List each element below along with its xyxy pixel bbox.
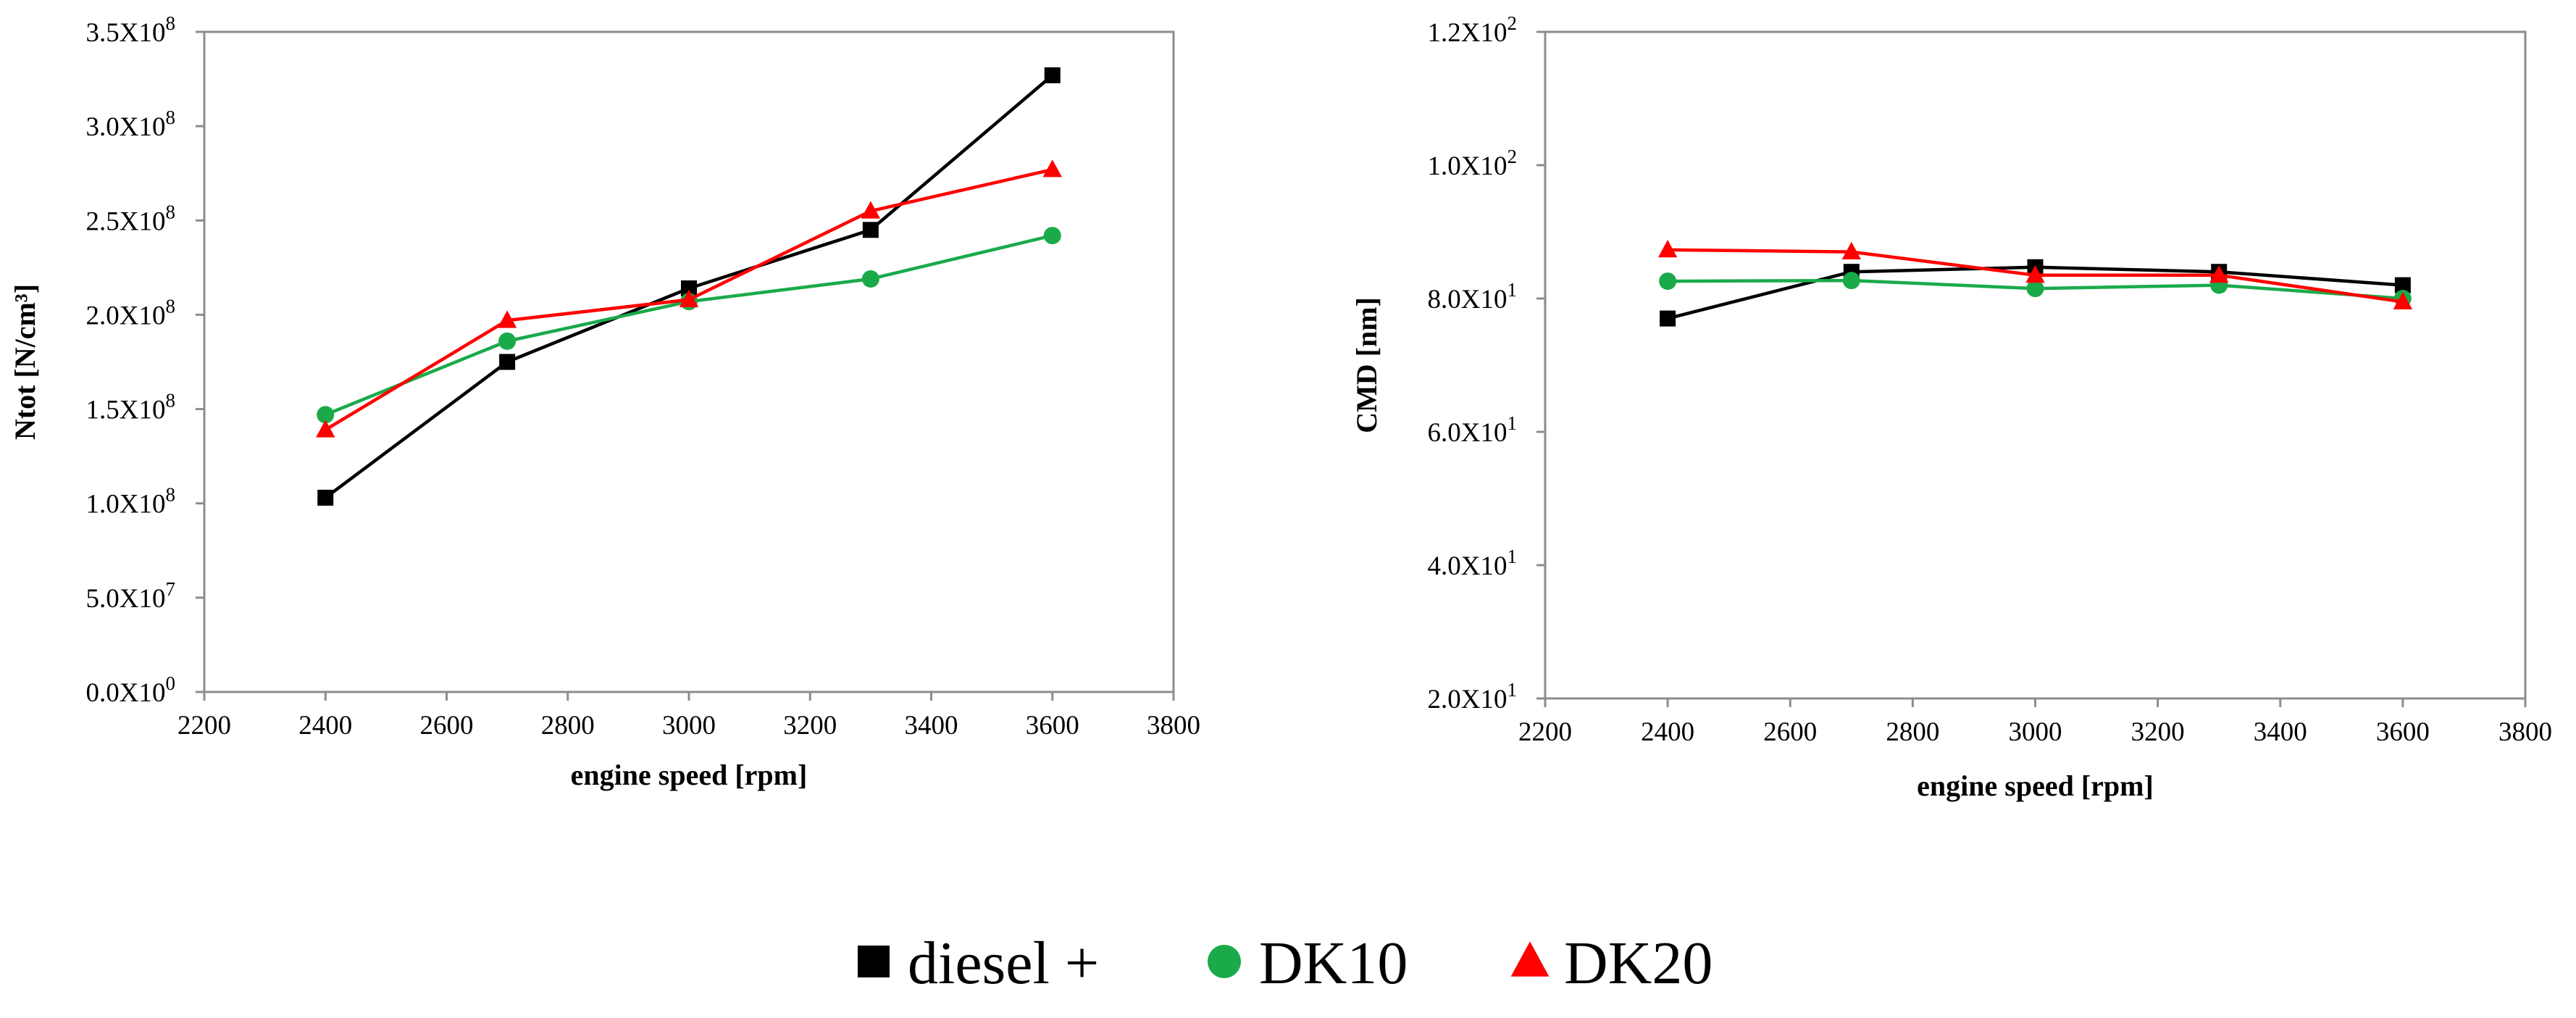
ntot-y-tick-label: 3.5X108: [86, 12, 175, 48]
ntot-data-point-dk20: [861, 201, 881, 219]
ntot-y-tick-label: 0.0X100: [86, 672, 175, 708]
cmd-x-tick-label: 3600: [2376, 717, 2430, 747]
ntot-y-tick-label: 2.0X108: [86, 295, 175, 330]
legend-label-diesel: diesel +: [908, 930, 1099, 997]
ntot-plot-frame: [203, 30, 1175, 693]
cmd-x-tick-label: 3000: [2009, 717, 2062, 747]
cmd-data-point-dk20: [2209, 264, 2229, 283]
cmd-data-point-dk20: [1841, 241, 1862, 259]
ntot-y-tick-label: 2.5X108: [86, 201, 175, 236]
chart-cmd: 2200 2400 2600 2800 3000 3200 3400 3600 3800 2.0X…: [1350, 12, 2552, 802]
cmd-y-axis-title: CMD [nm]: [1350, 297, 1383, 433]
cmd-data-point-dk20: [2025, 264, 2045, 283]
cmd-y-tick-label: 1.2X102: [1428, 12, 1517, 48]
cmd-x-tick-label: 2200: [1518, 717, 1572, 747]
ntot-x-tick-label: 3400: [905, 711, 958, 740]
cmd-x-tick-label: 3800: [2498, 717, 2552, 747]
chart-ntot: 2200 2400 2600 2800 3000 3200 3400 3600 3800 0.0X…: [9, 12, 1200, 791]
cmd-data-point-diesel: [1660, 310, 1676, 327]
ntot-y-axis-title: Ntot [N/cm³]: [9, 284, 41, 440]
ntot-data-point-dk10: [317, 406, 335, 424]
legend-label-dk20: DK20: [1564, 930, 1713, 997]
cmd-data-point-dk10: [2026, 280, 2044, 298]
ntot-y-tick-label: 3.0X108: [86, 107, 175, 142]
cmd-y-tick-label: 6.0X101: [1428, 412, 1517, 448]
cmd-y-tick-label: 8.0X101: [1428, 279, 1517, 314]
ntot-x-tick-label: 3800: [1147, 711, 1200, 740]
ntot-data-point-dk10: [1043, 227, 1061, 245]
ntot-data-point-dk20: [1042, 159, 1062, 178]
ntot-data-point-diesel: [499, 354, 516, 370]
cmd-y-tick-label: 2.0X101: [1428, 679, 1517, 714]
cmd-data-point-dk10: [1659, 272, 1677, 291]
legend-marker-dk10: [1208, 945, 1241, 978]
ntot-data-point-diesel: [681, 280, 697, 296]
cmd-x-tick-label: 2800: [1886, 717, 1939, 747]
cmd-data-point-dk10: [1842, 272, 1860, 290]
cmd-x-tick-label: 3200: [2131, 717, 2185, 747]
ntot-data-point-diesel: [317, 489, 334, 506]
ntot-data-point-dk20: [497, 310, 517, 328]
ntot-x-tick-label: 2200: [177, 711, 231, 740]
ntot-x-tick-label: 3600: [1026, 711, 1079, 740]
cmd-y-tick-label: 1.0X102: [1428, 146, 1517, 181]
ntot-data-point-dk10: [498, 332, 517, 350]
cmd-x-tick-label: 2600: [1763, 717, 1817, 747]
ntot-data-point-dk10: [861, 270, 879, 288]
ntot-data-point-dk20: [679, 289, 699, 308]
cmd-data-point-diesel: [2394, 277, 2411, 293]
ntot-y-tick-label: 1.5X108: [86, 390, 175, 425]
cmd-x-tick-label: 3400: [2254, 717, 2307, 747]
legend-label-dk10: DK10: [1259, 930, 1408, 997]
ntot-data-point-dk20: [316, 420, 335, 438]
ntot-x-tick-label: 2600: [420, 711, 474, 740]
ntot-x-tick-label: 3200: [783, 711, 837, 740]
ntot-x-tick-label: 2800: [541, 711, 595, 740]
cmd-data-point-dk20: [1657, 239, 1678, 258]
cmd-data-point-dk20: [2393, 291, 2413, 309]
cmd-x-tick-label: 2400: [1641, 717, 1694, 747]
legend: diesel + DK10 DK20: [858, 930, 1713, 997]
cmd-y-tick-label: 4.0X101: [1428, 546, 1517, 581]
cmd-x-axis-title: engine speed [rpm]: [1917, 769, 2154, 802]
legend-marker-diesel: [858, 946, 890, 977]
ntot-y-tick-label: 1.0X108: [86, 484, 175, 520]
ntot-data-point-diesel: [1044, 67, 1061, 83]
legend-marker-dk20: [1510, 941, 1550, 977]
ntot-x-tick-label: 3000: [662, 711, 716, 740]
ntot-data-point-diesel: [862, 222, 879, 238]
ntot-series-line-dk10: [325, 233, 1053, 417]
ntot-x-axis-title: engine speed [rpm]: [571, 759, 808, 791]
cmd-plot-frame: [1544, 30, 2527, 700]
ntot-x-tick-label: 2400: [298, 711, 352, 740]
ntot-y-tick-label: 5.0X107: [86, 578, 175, 614]
